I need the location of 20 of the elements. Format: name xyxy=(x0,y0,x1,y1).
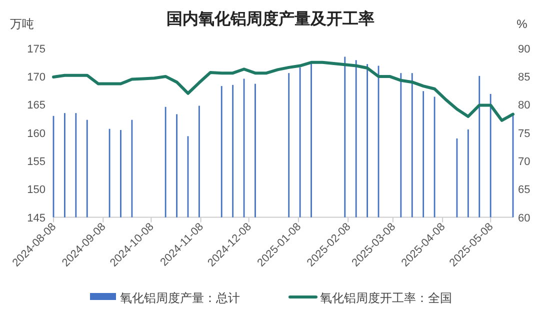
y-axis-title: 万吨 xyxy=(10,17,34,31)
y-tick-label: 155 xyxy=(27,156,46,168)
y2-tick-label: 65 xyxy=(518,184,530,196)
y2-axis-title: % xyxy=(516,17,528,31)
y-tick-label: 150 xyxy=(27,184,46,196)
y-tick-label: 160 xyxy=(27,128,46,140)
y-tick-label: 170 xyxy=(27,71,46,84)
y2-tick-label: 75 xyxy=(518,128,530,140)
y-tick-label: 175 xyxy=(27,43,46,56)
y2-tick-label: 80 xyxy=(518,100,530,112)
y2-tick-label: 90 xyxy=(518,43,530,56)
y2-tick-label: 60 xyxy=(518,212,530,224)
chart-title: 国内氧化铝周度产量及开工率 xyxy=(166,9,374,28)
line-series xyxy=(52,60,514,122)
y2-tick-label: 85 xyxy=(518,71,530,84)
legend-label: 氧化铝周度开工率：全国 xyxy=(320,291,452,305)
y-tick-label: 145 xyxy=(27,212,46,224)
y2-tick-label: 70 xyxy=(518,156,530,168)
legend-label: 氧化铝周度产量：总计 xyxy=(120,291,240,305)
y-tick-label: 165 xyxy=(27,100,46,112)
